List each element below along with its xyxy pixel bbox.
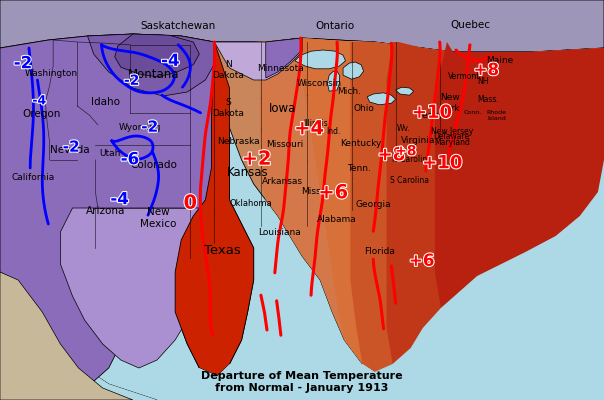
Text: Conn.: Conn. <box>463 110 481 115</box>
Text: Nebraska: Nebraska <box>217 138 260 146</box>
Text: Rhode
Island: Rhode Island <box>486 110 507 120</box>
Text: Wisconsin: Wisconsin <box>297 79 341 88</box>
Polygon shape <box>295 50 345 69</box>
Text: Georgia: Georgia <box>356 200 391 209</box>
Text: +10: +10 <box>422 154 462 172</box>
Polygon shape <box>435 42 604 308</box>
Text: S
Dakota: S Dakota <box>213 98 244 118</box>
Text: Wyoming: Wyoming <box>119 123 161 132</box>
Text: Ontario: Ontario <box>316 21 355 31</box>
Text: +4: +4 <box>294 119 324 138</box>
Polygon shape <box>350 42 604 372</box>
Text: NH: NH <box>477 78 489 86</box>
Text: Utah: Utah <box>99 150 121 158</box>
Polygon shape <box>0 272 133 400</box>
Text: Maryland: Maryland <box>434 138 470 147</box>
Text: Montana: Montana <box>128 68 180 80</box>
Text: -2: -2 <box>141 120 158 135</box>
Text: Ind.: Ind. <box>326 127 341 136</box>
Text: 0: 0 <box>184 194 197 213</box>
Polygon shape <box>0 34 254 384</box>
Text: Kentucky: Kentucky <box>341 139 382 148</box>
Text: Nevada: Nevada <box>50 145 89 155</box>
Text: Missouri: Missouri <box>266 140 304 149</box>
Text: Iowa: Iowa <box>269 102 297 115</box>
Text: New Jersey: New Jersey <box>431 127 473 136</box>
Text: Texas: Texas <box>204 244 240 256</box>
Text: +10: +10 <box>412 104 452 122</box>
Polygon shape <box>266 38 302 78</box>
Text: California: California <box>11 174 55 182</box>
Text: Oregon: Oregon <box>22 109 60 119</box>
Text: Mich.: Mich. <box>337 87 361 96</box>
Text: Virginia: Virginia <box>401 136 435 145</box>
Text: +2: +2 <box>242 150 272 169</box>
Text: -2: -2 <box>63 140 80 155</box>
Text: Washington: Washington <box>25 70 78 78</box>
Polygon shape <box>175 42 254 376</box>
Text: Arizona: Arizona <box>86 206 126 216</box>
Text: New
York: New York <box>440 94 460 113</box>
Text: Kansas: Kansas <box>227 166 268 178</box>
Polygon shape <box>356 160 604 400</box>
Polygon shape <box>214 38 302 80</box>
Polygon shape <box>254 38 604 372</box>
Polygon shape <box>0 0 604 52</box>
Text: Maine: Maine <box>486 56 514 65</box>
Text: -6: -6 <box>121 150 139 168</box>
Polygon shape <box>0 272 157 400</box>
Text: S Carolina: S Carolina <box>390 176 429 185</box>
Text: -4: -4 <box>161 52 179 70</box>
Polygon shape <box>396 87 414 95</box>
Text: +8: +8 <box>395 144 417 158</box>
Text: -2: -2 <box>14 54 32 72</box>
Polygon shape <box>214 38 604 372</box>
Text: Illinois: Illinois <box>303 119 327 128</box>
Polygon shape <box>367 93 396 105</box>
Text: Alabama: Alabama <box>317 215 357 224</box>
Polygon shape <box>0 272 157 400</box>
Polygon shape <box>115 34 199 77</box>
Text: Idaho: Idaho <box>91 97 120 107</box>
Polygon shape <box>387 42 604 364</box>
Polygon shape <box>302 38 604 372</box>
Text: -4: -4 <box>33 94 46 107</box>
Text: Wv.: Wv. <box>397 124 410 133</box>
Text: Vermont: Vermont <box>448 72 480 81</box>
Text: Miss.: Miss. <box>301 187 324 196</box>
Text: Mass.: Mass. <box>477 95 499 104</box>
Text: -4: -4 <box>111 190 129 208</box>
Text: Quebec: Quebec <box>450 20 490 30</box>
Text: N
Dakota: N Dakota <box>213 60 244 80</box>
Text: Florida: Florida <box>364 247 395 256</box>
Text: Saskatchewan: Saskatchewan <box>141 21 216 31</box>
Text: Delaware: Delaware <box>434 132 470 141</box>
Text: +6: +6 <box>318 183 349 202</box>
Polygon shape <box>157 364 374 400</box>
Text: Penn.: Penn. <box>417 111 443 120</box>
Text: +6: +6 <box>409 252 434 270</box>
Polygon shape <box>343 62 364 79</box>
Text: -2: -2 <box>124 74 140 88</box>
Text: Oklahoma: Oklahoma <box>230 199 272 208</box>
Text: Minnesota: Minnesota <box>257 64 304 73</box>
Polygon shape <box>60 208 217 368</box>
Text: Tenn.: Tenn. <box>347 164 371 173</box>
Polygon shape <box>327 71 339 91</box>
Text: New
Mexico: New Mexico <box>140 207 176 229</box>
Polygon shape <box>88 34 214 96</box>
Text: +8: +8 <box>474 61 499 79</box>
Text: Departure of Mean Temperature
from Normal - January 1913: Departure of Mean Temperature from Norma… <box>201 371 403 393</box>
Text: +8: +8 <box>378 146 405 164</box>
Text: N Carolina: N Carolina <box>392 155 432 164</box>
Text: Arkansas: Arkansas <box>262 178 303 186</box>
Text: Louisiana: Louisiana <box>258 228 300 237</box>
Text: Ohio: Ohio <box>353 104 374 113</box>
Text: Colorado: Colorado <box>130 160 178 170</box>
